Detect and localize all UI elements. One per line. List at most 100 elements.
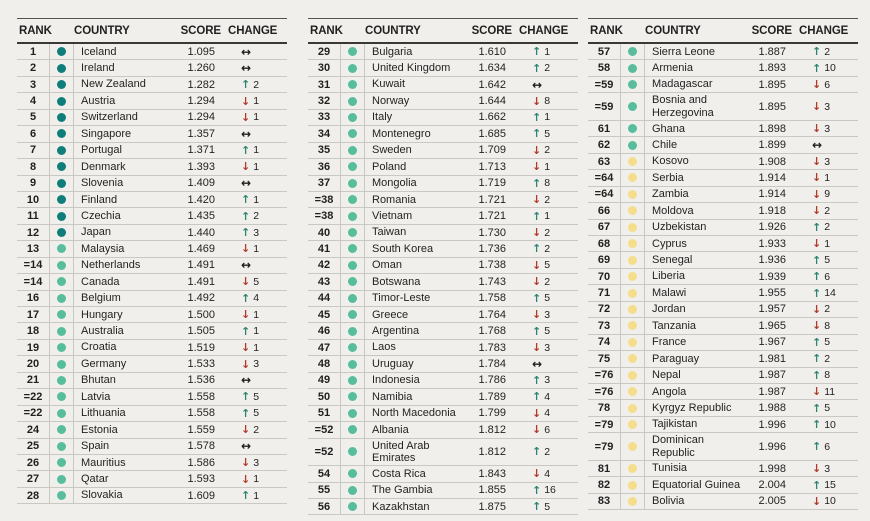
dot-cell xyxy=(621,301,645,318)
down-arrow-icon: ↓ xyxy=(812,462,822,476)
same-arrow-icon: ↔ xyxy=(812,138,823,153)
score-tier-dot-icon xyxy=(348,359,357,369)
dot-cell xyxy=(341,93,365,109)
score-value: 1.987 xyxy=(758,385,786,398)
change-delta-value: 10 xyxy=(824,495,836,508)
change-cell: ↓ 3 xyxy=(796,154,858,169)
change-cell: ↓ 5 xyxy=(516,258,578,273)
header-change: CHANGE xyxy=(519,24,569,37)
country-label: France xyxy=(652,336,687,349)
score-value: 1.371 xyxy=(187,144,215,157)
rank-cell: 18 xyxy=(17,323,50,339)
score-value: 1.559 xyxy=(187,423,215,436)
down-arrow-icon: ↓ xyxy=(241,308,251,322)
change-delta-value: 5 xyxy=(544,500,551,513)
table-row: 25 Spain 1.578 ↔ xyxy=(17,438,287,455)
down-arrow-icon: ↓ xyxy=(241,423,251,437)
change-delta-value: 8 xyxy=(824,369,831,382)
table-row: =59 Bosnia and Herzegovina 1.895 ↓ 3 xyxy=(588,93,858,121)
score-tier-dot-icon xyxy=(348,502,357,512)
score-tier-dot-icon xyxy=(348,228,357,238)
change-cell: ↓ 1 xyxy=(225,93,287,108)
score-value: 1.491 xyxy=(187,275,215,288)
change-cell: ↓ 1 xyxy=(225,241,287,256)
score-value: 1.685 xyxy=(478,127,506,140)
table-row: 13 Malaysia 1.469 ↓ 1 xyxy=(17,241,287,258)
rank-cell: 28 xyxy=(17,487,50,504)
score-value: 1.719 xyxy=(478,177,506,190)
change-cell: ↔ xyxy=(225,60,287,75)
change-cell: ↓ 9 xyxy=(796,187,858,202)
rank-cell: 30 xyxy=(308,60,341,76)
score-value: 1.914 xyxy=(758,171,786,184)
table-body: 29 Bulgaria 1.610 ↑ 1 30 United Kingdom … xyxy=(308,44,578,516)
same-arrow-icon: ↔ xyxy=(241,439,252,454)
score-value: 1.812 xyxy=(478,445,506,458)
rank-cell: =14 xyxy=(17,257,50,274)
score-value: 2.004 xyxy=(758,479,786,492)
down-arrow-icon: ↓ xyxy=(812,171,822,185)
score-tier-dot-icon xyxy=(628,337,637,347)
change-cell: ↑ 16 xyxy=(516,483,578,498)
score-value: 1.469 xyxy=(187,242,215,255)
table-row: 74 France 1.967 ↑ 5 xyxy=(588,334,858,352)
country-label: Mauritius xyxy=(81,456,126,469)
table-row: =52 United Arab Emirates 1.812 ↑ 2 xyxy=(308,438,578,467)
change-cell: ↓ 2 xyxy=(516,225,578,240)
country-label: Czechia xyxy=(81,209,121,222)
country-label: Romania xyxy=(372,193,417,206)
score-value: 1.260 xyxy=(187,62,215,75)
table-row: 18 Australia 1.505 ↑ 1 xyxy=(17,323,287,340)
change-delta-value: 16 xyxy=(544,484,556,497)
score-tier-dot-icon xyxy=(348,375,357,385)
table-row: =14 Canada 1.491 ↓ 5 xyxy=(17,274,287,291)
score-value: 1.764 xyxy=(478,308,506,321)
score-value: 1.939 xyxy=(758,270,786,283)
rank-cell: 83 xyxy=(588,493,621,510)
down-arrow-icon: ↓ xyxy=(532,143,542,157)
dot-cell xyxy=(621,334,645,351)
country-label: Netherlands xyxy=(81,259,141,272)
rank-cell: 48 xyxy=(308,356,341,372)
change-cell: ↓ 1 xyxy=(225,340,287,355)
dot-cell xyxy=(621,93,645,120)
up-arrow-icon: ↑ xyxy=(241,291,251,305)
change-delta-value: 3 xyxy=(544,341,551,354)
table-row: 32 Norway 1.644 ↓ 8 xyxy=(308,93,578,110)
score-tier-dot-icon xyxy=(628,321,637,331)
score-value: 1.996 xyxy=(758,440,786,453)
change-delta-value: 3 xyxy=(253,358,260,371)
dot-cell xyxy=(621,44,645,60)
rank-cell: 34 xyxy=(308,126,341,142)
country-label: Moldova xyxy=(652,204,694,217)
change-cell: ↑ 1 xyxy=(516,208,578,223)
rank-cell: =64 xyxy=(588,170,621,186)
down-arrow-icon: ↓ xyxy=(241,160,251,174)
change-delta-value: 6 xyxy=(544,423,551,436)
rank-cell: 37 xyxy=(308,175,341,191)
rank-cell: 50 xyxy=(308,389,341,405)
header-change: CHANGE xyxy=(228,24,278,37)
dot-cell xyxy=(621,383,645,400)
change-cell: ↓ 3 xyxy=(796,461,858,476)
dot-cell xyxy=(50,405,74,422)
change-delta-value: 11 xyxy=(824,385,836,398)
score-value: 1.955 xyxy=(758,287,786,300)
score-tier-dot-icon xyxy=(348,162,357,172)
score-tier-dot-icon xyxy=(348,469,357,479)
score-tier-dot-icon xyxy=(628,222,637,232)
change-cell: ↑ 1 xyxy=(225,192,287,207)
dot-cell xyxy=(621,433,645,460)
rank-cell: 17 xyxy=(17,307,50,323)
change-delta-value: 5 xyxy=(544,127,551,140)
change-cell: ↑ 10 xyxy=(796,417,858,432)
rank-cell: 67 xyxy=(588,219,621,235)
change-cell: ↓ 10 xyxy=(796,494,858,509)
up-arrow-icon: ↑ xyxy=(532,390,542,404)
score-value: 1.786 xyxy=(478,374,506,387)
table-row: 43 Botswana 1.743 ↓ 2 xyxy=(308,274,578,291)
table-row: 63 Kosovo 1.908 ↓ 3 xyxy=(588,153,858,171)
down-arrow-icon: ↓ xyxy=(532,406,542,420)
change-cell: ↓ 1 xyxy=(796,170,858,185)
score-tier-dot-icon xyxy=(348,178,357,188)
